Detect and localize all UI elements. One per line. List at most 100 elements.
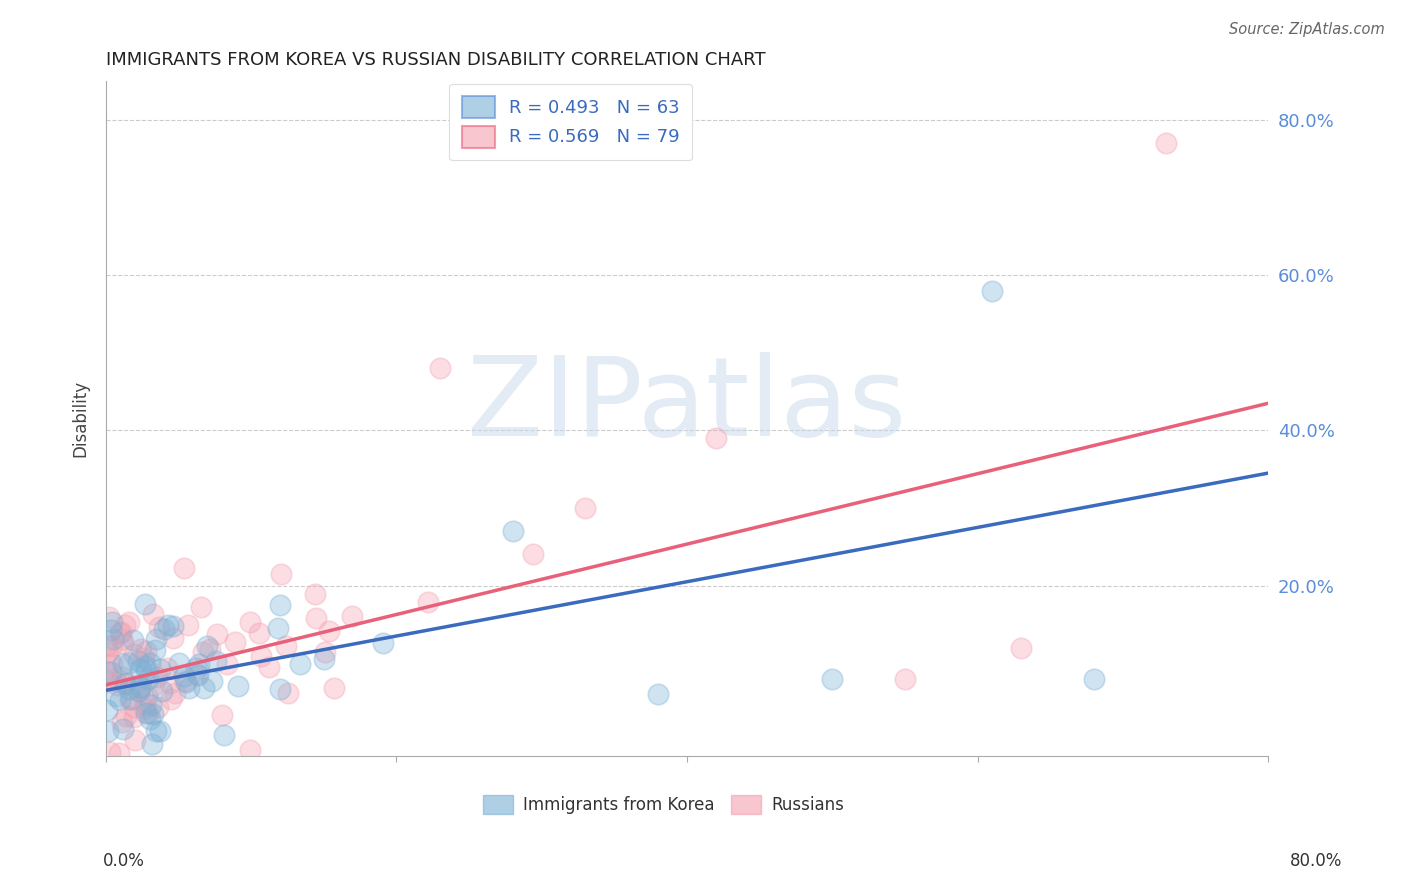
Point <box>226 679 249 693</box>
Point <box>100 615 122 630</box>
Point <box>136 672 159 686</box>
Point <box>249 648 271 663</box>
Point <box>122 699 145 714</box>
Point <box>186 667 208 681</box>
Point <box>98 745 121 759</box>
Point <box>184 661 207 675</box>
Point <box>502 524 524 539</box>
Point <box>894 672 917 686</box>
Point <box>129 642 152 657</box>
Point <box>270 567 292 582</box>
Point <box>105 689 128 703</box>
Point <box>152 623 174 637</box>
Point <box>704 431 727 445</box>
Point <box>97 645 120 659</box>
Point <box>138 712 160 726</box>
Point <box>162 631 184 645</box>
Point <box>132 651 155 665</box>
Point <box>304 587 326 601</box>
Point <box>139 698 162 713</box>
Point <box>314 645 336 659</box>
Point <box>122 647 145 661</box>
Point <box>136 689 159 703</box>
Point <box>647 687 669 701</box>
Point <box>145 723 167 738</box>
Point <box>187 668 209 682</box>
Point <box>110 692 132 706</box>
Text: IMMIGRANTS FROM KOREA VS RUSSIAN DISABILITY CORRELATION CHART: IMMIGRANTS FROM KOREA VS RUSSIAN DISABIL… <box>105 51 765 69</box>
Point <box>148 700 170 714</box>
Point <box>195 639 218 653</box>
Point <box>134 597 156 611</box>
Point <box>135 663 157 677</box>
Point <box>198 641 221 656</box>
Point <box>118 692 141 706</box>
Point <box>1010 640 1032 655</box>
Point <box>149 662 172 676</box>
Point <box>101 639 124 653</box>
Point <box>305 611 328 625</box>
Point <box>122 632 145 647</box>
Point <box>574 501 596 516</box>
Point <box>217 657 239 671</box>
Point <box>190 599 212 614</box>
Point <box>97 724 120 739</box>
Point <box>111 670 134 684</box>
Point <box>114 618 136 632</box>
Point <box>981 284 1004 298</box>
Point <box>114 676 136 690</box>
Point <box>111 632 134 647</box>
Point <box>142 607 165 622</box>
Text: Source: ZipAtlas.com: Source: ZipAtlas.com <box>1229 22 1385 37</box>
Point <box>267 621 290 635</box>
Point <box>340 608 363 623</box>
Point <box>97 610 120 624</box>
Point <box>239 743 262 757</box>
Point <box>134 697 156 711</box>
Point <box>212 728 235 742</box>
Point <box>205 655 228 669</box>
Point <box>193 645 215 659</box>
Point <box>128 663 150 677</box>
Point <box>188 657 211 671</box>
Point <box>143 643 166 657</box>
Point <box>318 624 340 638</box>
Point <box>127 654 149 668</box>
Point <box>290 657 312 672</box>
Point <box>522 547 544 561</box>
Point <box>156 618 179 632</box>
Point <box>165 686 187 700</box>
Text: 80.0%: 80.0% <box>1291 852 1343 870</box>
Point <box>122 679 145 693</box>
Point <box>112 722 135 736</box>
Point <box>122 709 145 723</box>
Point <box>429 361 451 376</box>
Point <box>128 683 150 698</box>
Point <box>269 681 291 696</box>
Point <box>274 639 297 653</box>
Point <box>101 632 124 647</box>
Point <box>145 632 167 647</box>
Point <box>224 635 246 649</box>
Point <box>193 681 215 696</box>
Point <box>247 625 270 640</box>
Point <box>128 684 150 698</box>
Point <box>108 626 131 640</box>
Point <box>322 681 344 695</box>
Point <box>416 595 439 609</box>
Point <box>177 681 200 695</box>
Point <box>134 701 156 715</box>
Point <box>96 664 118 678</box>
Point <box>159 676 181 690</box>
Point <box>201 673 224 688</box>
Point <box>145 670 167 684</box>
Point <box>104 673 127 688</box>
Point <box>114 677 136 691</box>
Point <box>110 714 132 729</box>
Point <box>162 618 184 632</box>
Point <box>128 680 150 694</box>
Point <box>269 599 291 613</box>
Point <box>239 615 262 629</box>
Point <box>312 652 335 666</box>
Point <box>371 636 394 650</box>
